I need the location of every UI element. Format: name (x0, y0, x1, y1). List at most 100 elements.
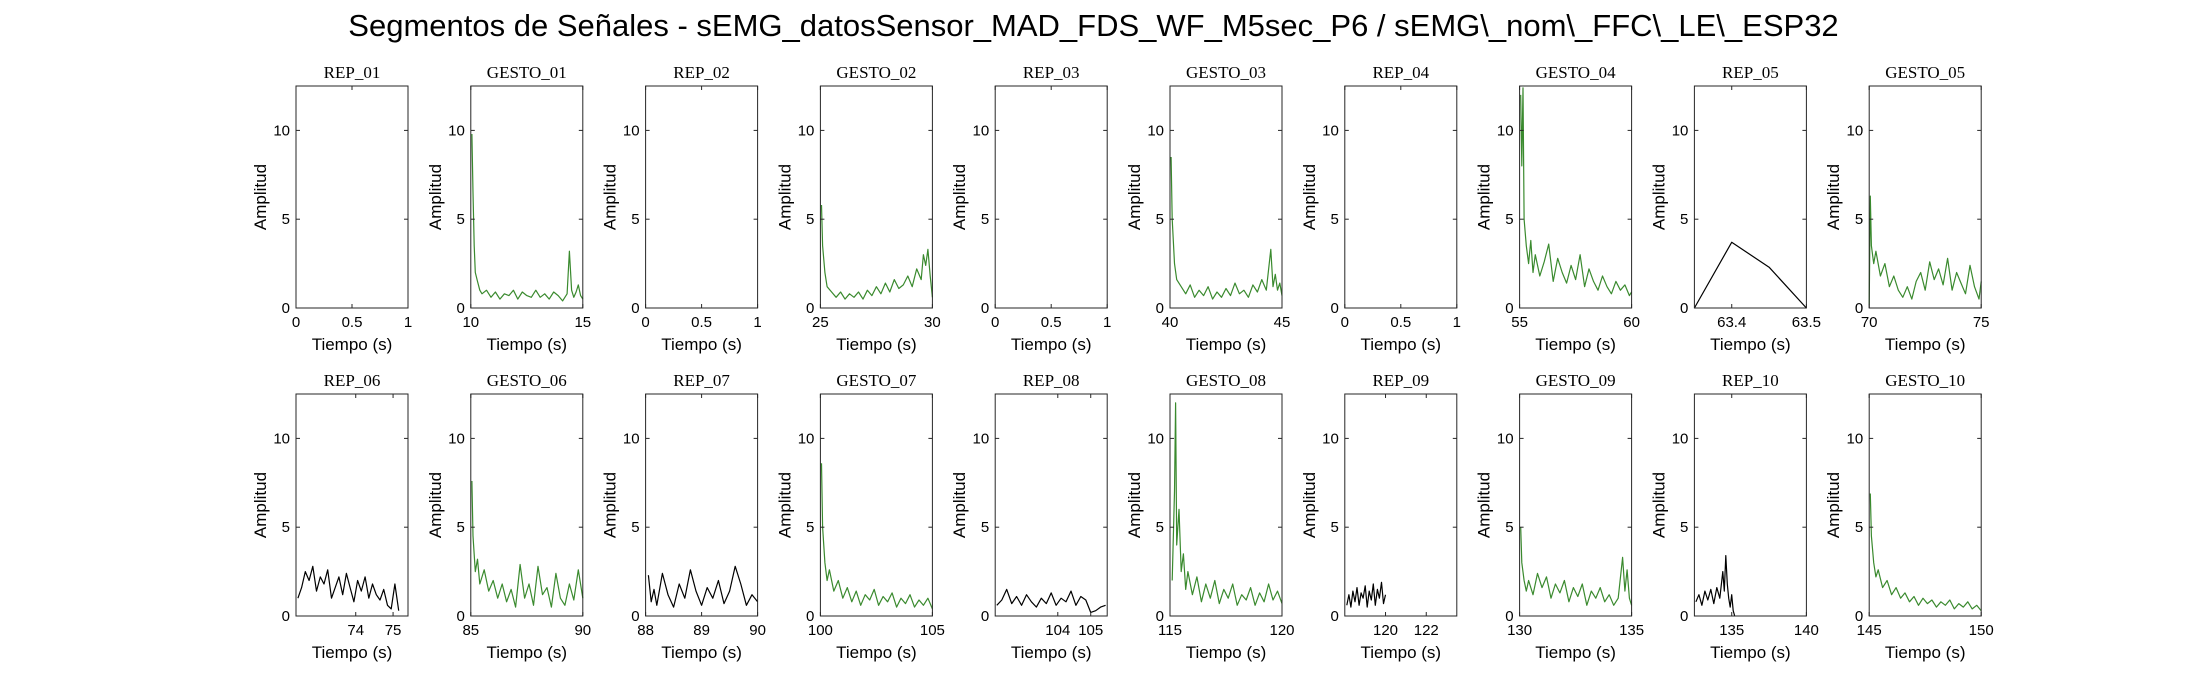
x-tick-label: 140 (1794, 622, 1819, 639)
y-tick-label: 0 (981, 300, 989, 317)
plot-frame (819, 393, 933, 617)
panel-title: REP_05 (1722, 63, 1779, 82)
x-axis-label: Tiempo (s) (836, 335, 917, 354)
y-tick-label: 5 (631, 519, 639, 536)
y-tick-label: 10 (1497, 430, 1514, 447)
y-axis-label: Amplitud (1475, 164, 1494, 230)
panel-gesto-03: GESTO_03 0 5 10 40 45 Tiempo (s) Amplitud (1125, 63, 1290, 354)
y-axis-label: Amplitud (775, 472, 794, 538)
plot-frame (470, 85, 584, 309)
series-line (820, 204, 933, 300)
y-tick-label: 10 (798, 122, 815, 139)
x-tick-label: 0.5 (342, 314, 363, 331)
panel-title: REP_07 (673, 371, 730, 390)
y-tick-label: 0 (1156, 300, 1164, 317)
y-tick-label: 0 (456, 300, 464, 317)
plot-frame (819, 85, 933, 309)
panel-title: GESTO_09 (1536, 371, 1616, 390)
y-axis-label: Amplitud (601, 472, 620, 538)
series-line (471, 480, 584, 608)
plot-frame (1519, 393, 1633, 617)
x-tick-label: 40 (1162, 314, 1179, 331)
y-tick-label: 5 (1855, 211, 1863, 228)
panel-title: REP_03 (1023, 63, 1080, 82)
x-tick-label: 90 (749, 622, 766, 639)
plot-frame (1868, 393, 1982, 617)
panel-rep-03: REP_03 0 5 10 0 0.5 1 Tiempo (s) Amplitud (950, 63, 1111, 354)
y-axis-label: Amplitud (601, 164, 620, 230)
x-axis-label: Tiempo (s) (1011, 335, 1092, 354)
panel-title: GESTO_06 (487, 371, 567, 390)
x-axis-label: Tiempo (s) (312, 335, 393, 354)
y-tick-label: 0 (806, 300, 814, 317)
y-tick-label: 0 (1680, 300, 1688, 317)
plot-frame (295, 85, 409, 309)
x-tick-label: 0 (292, 314, 300, 331)
series-line (1520, 87, 1633, 297)
panel-rep-08: REP_08 0 5 10 104 105 Tiempo (s) Amplitud (950, 371, 1108, 662)
y-tick-label: 10 (798, 430, 815, 447)
panel-title: REP_02 (673, 63, 730, 82)
x-axis-label: Tiempo (s) (1535, 643, 1616, 662)
panel-title: REP_06 (324, 371, 381, 390)
y-tick-label: 10 (273, 122, 290, 139)
x-tick-label: 145 (1857, 622, 1882, 639)
panel-title: REP_09 (1372, 371, 1429, 390)
y-tick-label: 10 (1497, 122, 1514, 139)
x-tick-label: 0.5 (1041, 314, 1062, 331)
series-line (996, 588, 1106, 614)
y-axis-label: Amplitud (426, 164, 445, 230)
panel-rep-07: REP_07 0 5 10 88 89 90 Tiempo (s) Amplitud (601, 371, 766, 662)
y-axis-label: Amplitud (775, 164, 794, 230)
x-axis-label: Tiempo (s) (1710, 643, 1791, 662)
x-tick-label: 120 (1269, 622, 1294, 639)
panel-gesto-06: GESTO_06 0 5 10 85 90 Tiempo (s) Amplitud (426, 371, 591, 662)
y-tick-label: 10 (1847, 122, 1864, 139)
series-line (1171, 402, 1283, 606)
plot-frame (994, 85, 1108, 309)
y-axis-label: Amplitud (1125, 164, 1144, 230)
x-tick-label: 89 (693, 622, 710, 639)
y-tick-label: 10 (973, 430, 990, 447)
x-axis-label: Tiempo (s) (1885, 643, 1966, 662)
plot-frame (1868, 85, 1982, 309)
y-tick-label: 5 (1330, 519, 1338, 536)
plot-frame (1519, 85, 1633, 309)
y-tick-label: 5 (1156, 211, 1164, 228)
x-tick-label: 30 (924, 314, 941, 331)
panel-title: REP_04 (1372, 63, 1429, 82)
y-tick-label: 0 (806, 608, 814, 625)
figure-title: Segmentos de Señales - sEMG_datosSensor_… (348, 8, 1839, 43)
x-axis-label: Tiempo (s) (1186, 643, 1267, 662)
y-tick-label: 10 (448, 430, 465, 447)
panel-title: GESTO_02 (836, 63, 916, 82)
y-tick-label: 10 (273, 430, 290, 447)
x-tick-label: 75 (385, 622, 402, 639)
plot-frame (295, 393, 409, 617)
y-axis-label: Amplitud (950, 472, 969, 538)
y-axis-label: Amplitud (426, 472, 445, 538)
panel-title: GESTO_07 (836, 371, 916, 390)
x-tick-label: 0 (1341, 314, 1349, 331)
y-tick-label: 0 (1330, 300, 1338, 317)
x-axis-label: Tiempo (s) (1710, 335, 1791, 354)
x-tick-label: 1 (404, 314, 412, 331)
x-tick-label: 74 (347, 622, 364, 639)
x-tick-label: 105 (920, 622, 945, 639)
plot-frame (470, 393, 584, 617)
y-tick-label: 0 (1505, 300, 1513, 317)
x-tick-label: 0.5 (1390, 314, 1411, 331)
x-tick-label: 100 (808, 622, 833, 639)
x-axis-label: Tiempo (s) (1360, 643, 1441, 662)
x-tick-label: 25 (812, 314, 829, 331)
panel-title: REP_08 (1023, 371, 1080, 390)
x-tick-label: 115 (1158, 622, 1182, 639)
y-tick-label: 5 (631, 211, 639, 228)
plot-frame (1344, 85, 1458, 309)
y-tick-label: 0 (981, 608, 989, 625)
plot-frame (645, 85, 759, 309)
panel-title: GESTO_08 (1186, 371, 1266, 390)
y-tick-label: 0 (631, 300, 639, 317)
panel-rep-01: REP_01 0 5 10 0 0.5 1 Tiempo (s) Amplitud (251, 63, 412, 354)
